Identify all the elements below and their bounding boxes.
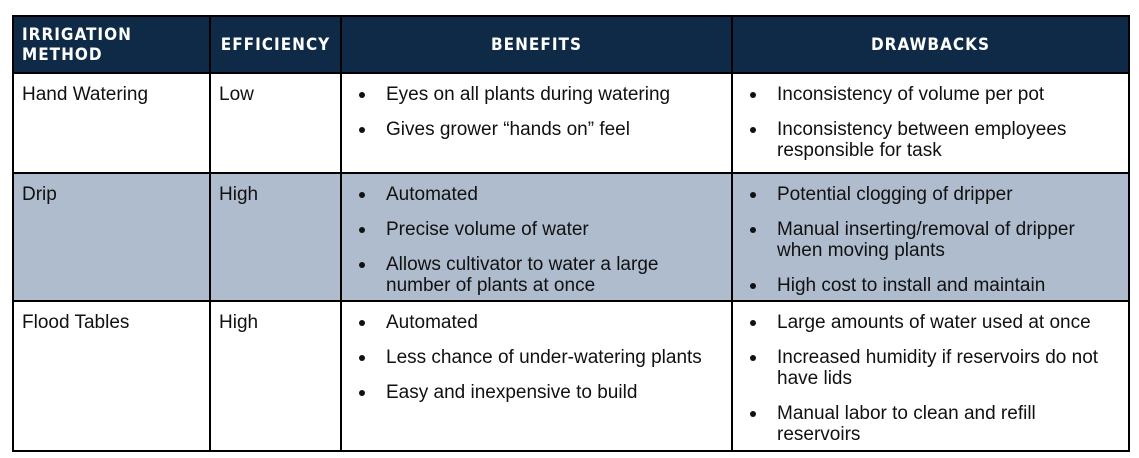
- benefit-item: Gives grower “hands on” feel: [350, 119, 723, 140]
- header-efficiency: EFFICIENCY: [209, 15, 342, 74]
- efficiency-cell: High: [209, 172, 342, 302]
- drawback-item: Large amounts of water used at once: [741, 312, 1120, 333]
- benefit-item: Automated: [350, 184, 723, 205]
- efficiency-cell: Low: [209, 72, 342, 174]
- benefits-list: Automated Less chance of under-watering …: [350, 312, 723, 403]
- benefits-cell: Automated Precise volume of water Allows…: [340, 172, 733, 302]
- drawbacks-cell: Potential clogging of dripper Manual ins…: [731, 172, 1130, 302]
- table-row: Flood Tables High Automated Less chance …: [12, 300, 1130, 452]
- irrigation-table-container: IRRIGATION METHOD EFFICIENCY BENEFITS DR…: [12, 15, 1130, 452]
- drawback-item: Increased humidity if reservoirs do not …: [741, 347, 1120, 389]
- method-cell: Drip: [12, 172, 211, 302]
- benefits-list: Automated Precise volume of water Allows…: [350, 184, 723, 296]
- benefits-cell: Eyes on all plants during watering Gives…: [340, 72, 733, 174]
- drawback-item: High cost to install and maintain: [741, 275, 1120, 296]
- header-benefits: BENEFITS: [340, 15, 733, 74]
- header-drawbacks: DRAWBACKS: [731, 15, 1130, 74]
- header-irrigation-method: IRRIGATION METHOD: [12, 15, 211, 74]
- drawbacks-cell: Large amounts of water used at once Incr…: [731, 300, 1130, 452]
- drawbacks-list: Inconsistency of volume per pot Inconsis…: [741, 84, 1120, 161]
- table-header: IRRIGATION METHOD EFFICIENCY BENEFITS DR…: [12, 15, 1130, 74]
- benefit-item: Automated: [350, 312, 723, 333]
- benefit-item: Easy and inexpensive to build: [350, 382, 723, 403]
- drawbacks-list: Potential clogging of dripper Manual ins…: [741, 184, 1120, 296]
- irrigation-methods-table: IRRIGATION METHOD EFFICIENCY BENEFITS DR…: [12, 15, 1130, 452]
- benefit-item: Eyes on all plants during watering: [350, 84, 723, 105]
- drawback-item: Inconsistency between employees responsi…: [741, 119, 1120, 161]
- drawback-item: Inconsistency of volume per pot: [741, 84, 1120, 105]
- benefit-item: Precise volume of water: [350, 219, 723, 240]
- efficiency-cell: High: [209, 300, 342, 452]
- benefit-item: Less chance of under-watering plants: [350, 347, 723, 368]
- table-row: Hand Watering Low Eyes on all plants dur…: [12, 72, 1130, 174]
- drawback-item: Manual inserting/removal of dripper when…: [741, 219, 1120, 261]
- drawbacks-list: Large amounts of water used at once Incr…: [741, 312, 1120, 445]
- benefit-item: Allows cultivator to water a large numbe…: [350, 254, 723, 296]
- drawback-item: Manual labor to clean and refill reservo…: [741, 403, 1120, 445]
- benefits-cell: Automated Less chance of under-watering …: [340, 300, 733, 452]
- table-row: Drip High Automated Precise volume of wa…: [12, 172, 1130, 302]
- drawback-item: Potential clogging of dripper: [741, 184, 1120, 205]
- drawbacks-cell: Inconsistency of volume per pot Inconsis…: [731, 72, 1130, 174]
- method-cell: Flood Tables: [12, 300, 211, 452]
- method-cell: Hand Watering: [12, 72, 211, 174]
- benefits-list: Eyes on all plants during watering Gives…: [350, 84, 723, 140]
- header-row: IRRIGATION METHOD EFFICIENCY BENEFITS DR…: [12, 15, 1130, 74]
